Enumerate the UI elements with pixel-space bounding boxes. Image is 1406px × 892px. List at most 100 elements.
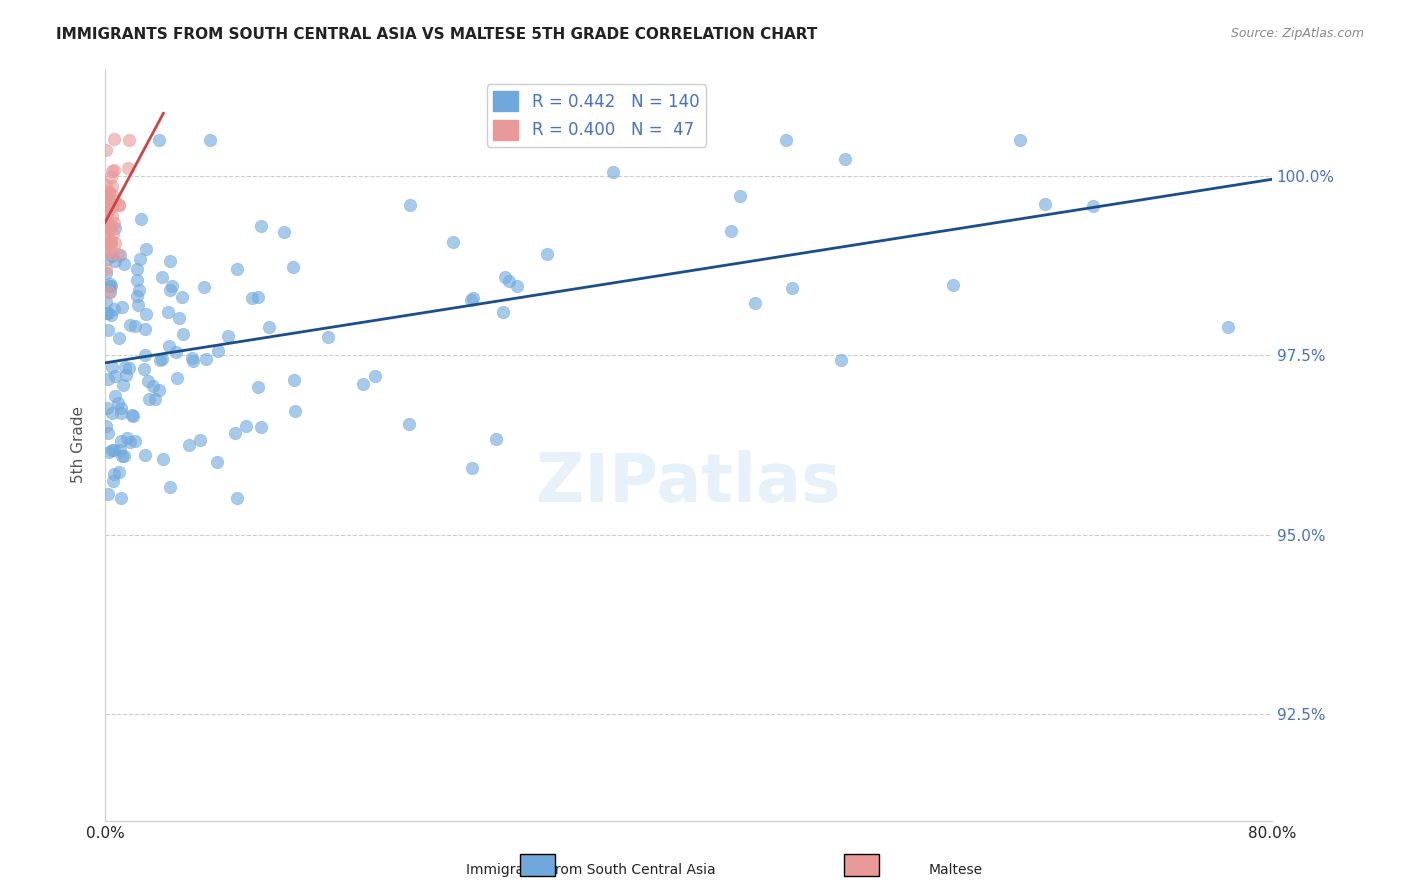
Point [96,196,118,211]
Point [104,236,127,251]
Point [127,273,149,287]
Text: Immigrants from South Central Asia: Immigrants from South Central Asia [465,863,716,877]
Point [744,296,766,310]
Point [100,235,122,249]
Point [1216,320,1239,334]
Point [217,329,239,343]
Point [129,211,152,226]
Point [110,401,132,415]
Text: Maltese: Maltese [929,863,983,877]
Point [205,455,228,469]
Point [104,221,127,235]
Point [145,392,167,406]
Point [257,319,280,334]
Point [720,224,742,238]
Point [159,253,181,268]
Point [536,246,558,260]
Point [101,210,124,224]
Point [100,169,122,184]
Point [159,283,181,297]
Point [101,227,124,242]
Point [128,252,150,266]
Point [125,289,148,303]
Point [101,246,124,260]
Point [195,351,218,366]
Point [124,434,146,449]
Point [100,236,122,251]
Point [111,377,134,392]
Point [101,474,124,488]
Point [942,278,965,293]
Point [159,480,181,494]
Point [162,278,184,293]
Point [135,307,157,321]
Point [115,431,138,445]
Point [149,352,172,367]
Point [96,419,118,434]
Point [190,433,212,447]
Point [118,361,141,376]
Point [104,389,127,403]
Point [443,235,465,249]
Point [107,395,129,409]
Point [134,449,156,463]
Point [1081,199,1104,213]
Point [273,225,295,239]
Point [494,270,516,285]
Point [101,359,124,374]
Point [101,164,124,178]
Point [461,460,484,475]
Point [780,280,803,294]
Point [121,408,143,422]
Point [283,373,305,387]
Point [94,196,117,211]
Point [94,191,117,205]
Point [98,235,121,249]
Point [108,331,131,345]
Point [97,285,120,299]
Point [103,302,125,317]
Point [96,252,118,267]
Point [104,194,127,209]
Point [352,377,374,392]
Point [602,165,624,179]
Point [97,193,120,207]
Point [110,491,132,505]
Point [96,247,118,261]
Point [830,352,852,367]
Point [728,189,751,203]
Point [112,257,135,271]
Point [111,300,134,314]
Point [98,278,121,293]
Point [111,449,134,463]
Point [492,304,515,318]
Point [398,417,420,431]
Point [316,329,339,343]
Point [207,343,229,358]
Point [100,443,122,458]
Point [138,392,160,406]
Point [461,292,484,306]
Point [96,266,118,280]
Point [108,248,131,262]
Point [134,322,156,336]
Point [97,426,120,441]
Point [179,438,201,452]
Point [775,133,797,147]
Point [110,434,132,448]
Point [101,178,124,193]
Point [94,144,117,158]
Point [246,290,269,304]
Text: ZIPatlas: ZIPatlas [536,450,841,516]
Point [150,270,173,285]
Point [166,371,188,385]
Point [108,198,131,212]
Point [100,279,122,293]
Point [117,161,139,175]
Point [100,285,122,299]
Y-axis label: 5th Grade: 5th Grade [72,407,86,483]
Point [103,215,125,229]
Point [96,294,118,309]
Point [242,291,264,305]
Point [1008,133,1031,147]
